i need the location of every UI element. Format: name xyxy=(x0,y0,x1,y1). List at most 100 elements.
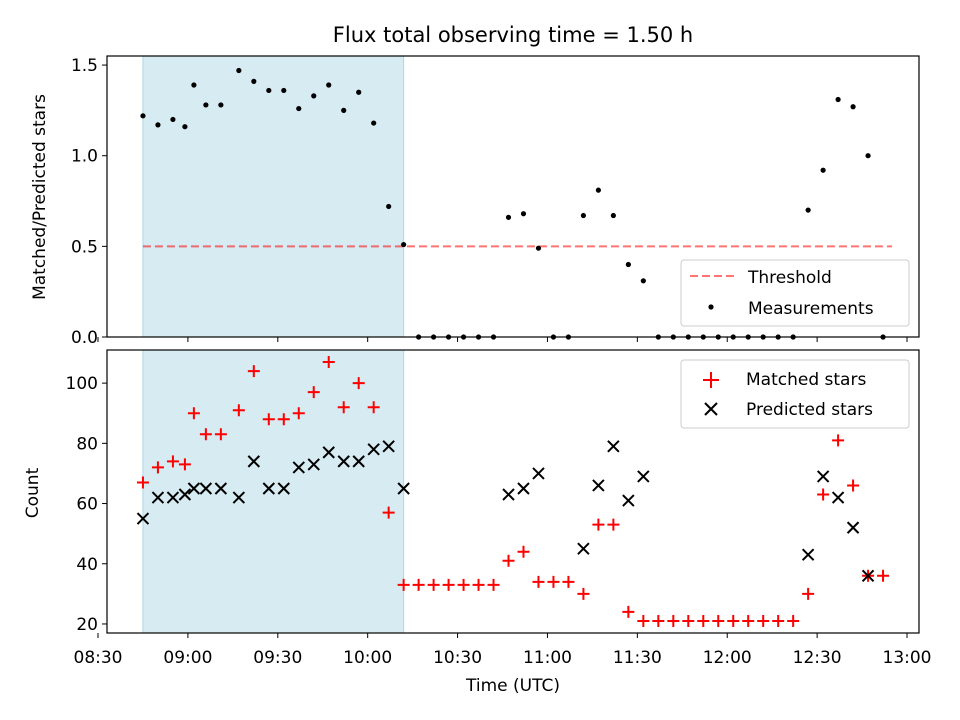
measurement-point xyxy=(170,116,176,123)
figure-title: Flux total observing time = 1.50 h xyxy=(333,23,693,47)
predicted-star-point xyxy=(382,440,395,453)
predicted-star-point xyxy=(166,491,180,504)
bottom-y-tick-label: 20 xyxy=(76,615,98,635)
matched-star-point xyxy=(877,569,890,582)
legend-threshold-label: Threshold xyxy=(747,268,832,288)
predicted-star-point xyxy=(502,488,515,501)
bottom-y-axis-label: Count xyxy=(23,467,43,518)
measurement-point xyxy=(296,105,302,112)
measurement-point xyxy=(401,241,407,248)
top-y-tick-label: 0.5 xyxy=(71,237,98,257)
measurement-point xyxy=(850,104,856,110)
top-axes-frame xyxy=(106,55,920,338)
predicted-star-point xyxy=(178,488,192,501)
matched-star-point xyxy=(772,614,785,627)
bottom-shaded-region xyxy=(142,349,405,634)
matched-star-point xyxy=(832,434,845,447)
top-shaded-region xyxy=(142,55,405,338)
matched-star-point xyxy=(382,506,395,519)
matched-star-point xyxy=(652,614,665,627)
matched-star-point xyxy=(232,404,245,417)
x-axis-label: Time (UTC) xyxy=(465,676,560,696)
measurement-point xyxy=(595,187,601,193)
measurement-point xyxy=(805,207,811,213)
bottom-y-tick-label: 80 xyxy=(76,434,98,454)
x-tick-label: 12:30 xyxy=(793,648,842,668)
predicted-star-point xyxy=(232,491,246,504)
measurement-point xyxy=(386,203,392,210)
bottom-legend-box xyxy=(680,359,910,429)
matched-star-point xyxy=(847,479,860,492)
matched-star-point xyxy=(178,458,191,471)
bottom-axes-frame xyxy=(106,349,920,634)
matched-star-point xyxy=(742,614,755,627)
measurement-point xyxy=(218,102,224,108)
measurement-point xyxy=(835,96,841,103)
predicted-star-point xyxy=(517,482,530,495)
matched-star-point xyxy=(697,614,710,627)
matched-star-point xyxy=(667,614,680,627)
top-y-tick-label: 0.0 xyxy=(71,328,98,348)
measurement-point xyxy=(191,82,197,88)
measurement-point xyxy=(820,167,826,173)
x-tick-label: 09:00 xyxy=(163,648,212,668)
matched-star-point xyxy=(682,614,695,627)
top-panel: 0.0 0.5 1.0 1.5 Matched/Predicted stars Thr… xyxy=(30,55,920,348)
legend-predicted-swatch xyxy=(704,402,718,416)
predicted-star-point xyxy=(592,479,605,492)
measurement-point xyxy=(203,102,209,108)
matched-star-point xyxy=(214,428,227,441)
matched-star-point xyxy=(607,518,620,531)
measurement-point xyxy=(865,153,871,159)
x-tick-label: 11:30 xyxy=(613,648,662,668)
predicted-star-point xyxy=(136,512,150,525)
matched-star-point xyxy=(637,614,650,627)
predicted-star-point xyxy=(337,455,350,468)
matched-star-point xyxy=(367,401,380,414)
matched-star-point xyxy=(712,614,725,627)
measurement-point xyxy=(520,211,527,217)
matched-star-point xyxy=(787,614,800,627)
measurement-point xyxy=(182,124,188,130)
x-tick-label: 09:30 xyxy=(253,648,302,668)
matched-star-point xyxy=(532,575,545,588)
matched-star-point xyxy=(592,518,605,531)
predicted-star-point xyxy=(187,482,201,495)
measurement-point xyxy=(341,107,347,113)
x-tick-label: 13:00 xyxy=(883,648,932,668)
predicted-star-point xyxy=(367,443,380,456)
predicted-star-point xyxy=(262,482,276,495)
predicted-star-point xyxy=(199,482,213,495)
measurement-point xyxy=(311,93,317,99)
x-tick-label: 10:00 xyxy=(343,648,392,668)
matched-star-point xyxy=(136,476,149,489)
predicted-star-point xyxy=(247,455,261,468)
predicted-star-point xyxy=(637,470,650,483)
measurement-point xyxy=(155,122,161,128)
matched-star-point xyxy=(199,428,212,441)
predicted-star-point xyxy=(861,569,875,583)
measurement-point xyxy=(356,89,362,95)
matched-star-point xyxy=(727,614,740,627)
matched-star-point xyxy=(517,545,530,558)
measurement-point xyxy=(640,278,646,284)
predicted-star-point xyxy=(846,521,860,534)
matched-star-point xyxy=(277,413,290,426)
predicted-star-point xyxy=(397,482,410,495)
bottom-legend: Matched stars Predicted stars xyxy=(680,359,910,429)
measurement-point xyxy=(625,261,631,268)
matched-star-point xyxy=(151,461,164,474)
matched-star-point xyxy=(442,578,455,591)
matched-star-point xyxy=(622,605,635,618)
measurement-point xyxy=(610,212,616,219)
predicted-star-point xyxy=(307,458,320,471)
predicted-star-point xyxy=(532,467,545,480)
matched-star-point xyxy=(187,407,200,420)
matched-star-point xyxy=(547,575,560,588)
predicted-star-point xyxy=(801,548,815,561)
predicted-star-point xyxy=(352,455,365,468)
x-tick-label: 12:00 xyxy=(703,648,752,668)
measurement-point xyxy=(535,245,542,251)
top-legend-box xyxy=(680,259,910,327)
x-tick-label: 10:30 xyxy=(433,648,482,668)
